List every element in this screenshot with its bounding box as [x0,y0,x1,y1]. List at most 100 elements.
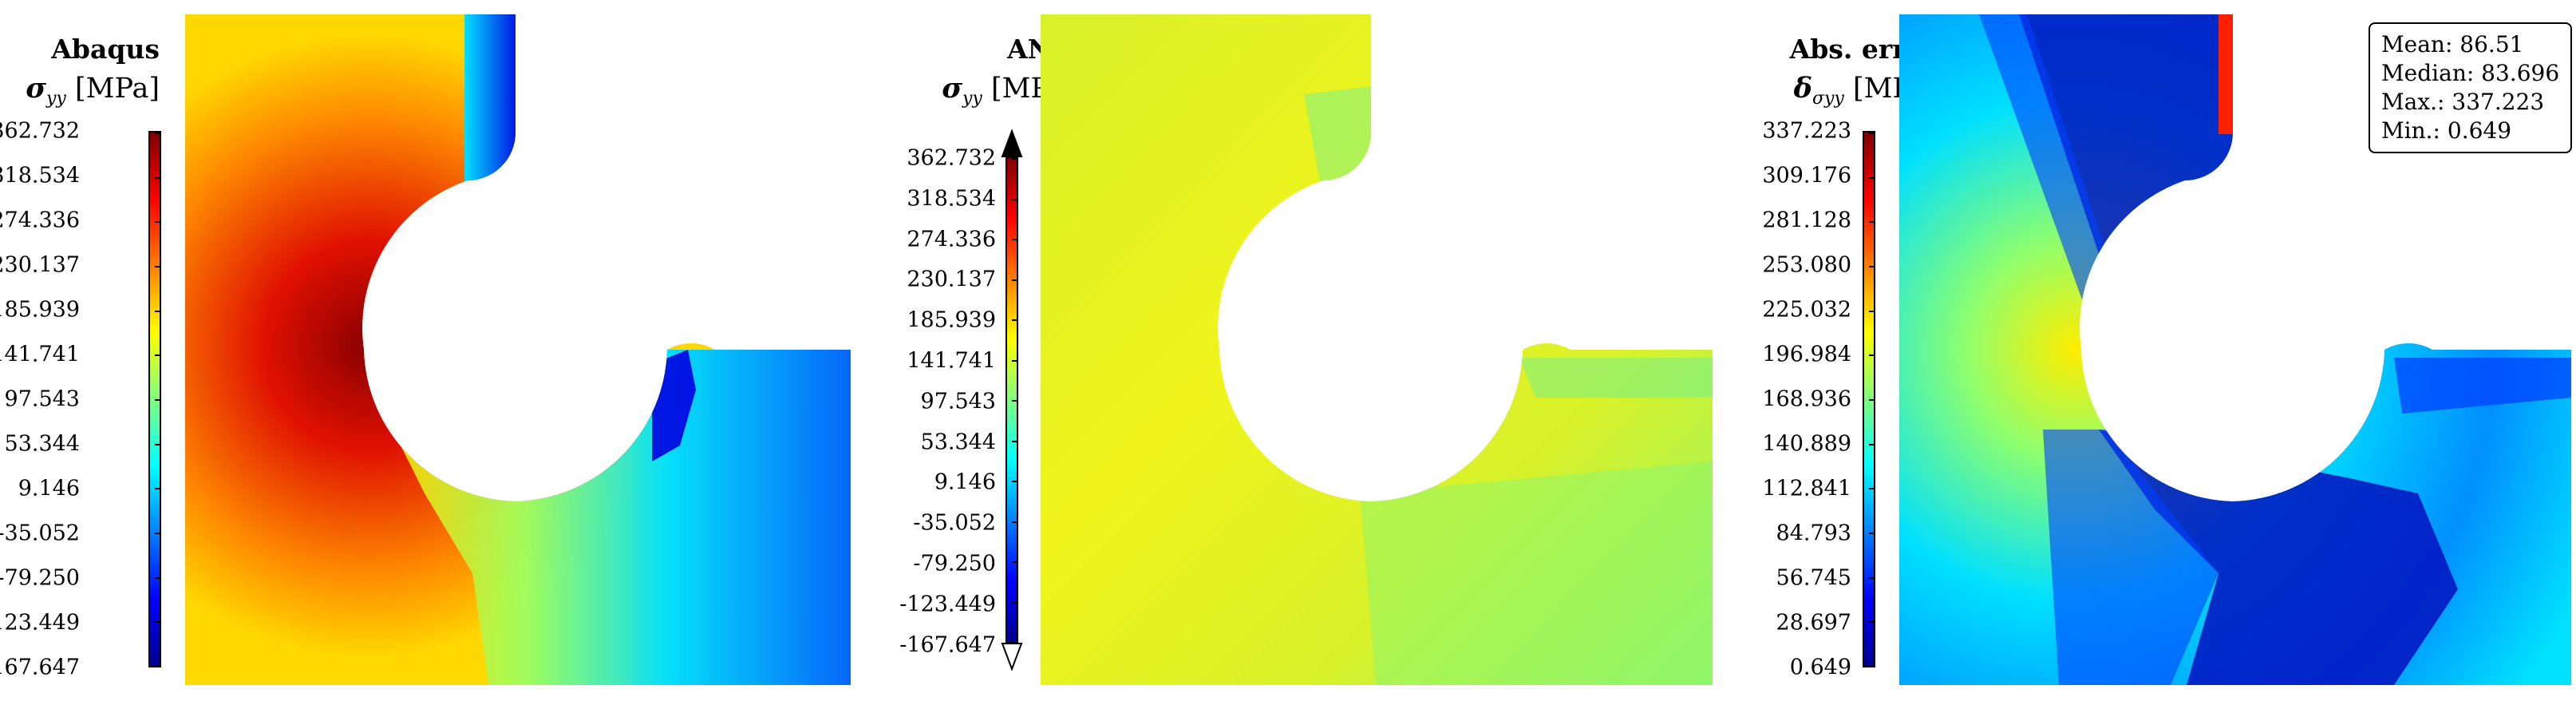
colorbar-tick-mark [1869,576,1875,579]
colorbar-bottom-extend-arrow [1001,643,1023,671]
colorbar-tick-mark [1869,176,1875,179]
colorbar-tick-label: 9.146 [934,469,996,495]
colorbar-tick-mark [1869,533,1875,534]
colorbar-tick-mark [155,576,161,579]
quantity-symbol: σ [942,72,962,105]
colorbar-tick-label: -167.647 [899,632,996,658]
colorbar-tick-mark [155,266,161,267]
colorbar-tick-label: 196.984 [1762,342,1851,367]
colorbar-tick-label: 318.534 [907,186,996,212]
colorbar-tick-mark [155,221,161,224]
colorbar [148,131,161,667]
colorbar-tick-label: -123.449 [0,610,80,636]
colorbar-tick-mark [155,443,161,446]
colorbar-tick-label: 0.649 [1789,655,1851,680]
quantity-subscript: yy [46,89,66,109]
colorbar-tick-mark [1012,521,1018,523]
colorbar-tick-label: 337.223 [1762,118,1851,144]
panel-ann: ANN σyy [MPa] 362.732 318.534 274.336 23… [859,0,1717,701]
colorbar-tick-label: -35.052 [0,521,80,546]
colorbar-tick-mark [1869,399,1875,401]
colorbar [1863,131,1875,667]
colorbar-tick-label: 168.936 [1762,386,1851,412]
colorbar-tick-mark [1869,443,1875,446]
field-right-blue-band [2394,358,2571,414]
panel-abs-error: Abs. error δσyy [MPa] 337.223 309.176 28… [1717,0,2576,701]
colorbar [1006,156,1018,644]
colorbar-top-extend-arrow [1001,129,1023,157]
colorbar-tick-label: 185.939 [0,297,80,323]
panel-quantity-label: σyy [MPa] [26,72,160,109]
colorbar-tick-label: 84.793 [1776,521,1851,546]
colorbar-tick-label: 112.841 [1762,476,1851,501]
colorbar-tick-label: 225.032 [1762,297,1851,323]
field-top-strip [464,14,522,190]
colorbar-tick-mark [1012,279,1018,281]
colorbar-tick-mark [155,310,161,312]
colorbar-tick-mark [155,488,161,490]
colorbar-tick-label: 281.128 [1762,208,1851,233]
colorbar-tick-mark [1869,488,1875,490]
colorbar-tick-mark [1012,601,1018,604]
colorbar-tick-mark [155,354,161,357]
colorbar-tick-mark [1869,221,1875,224]
colorbar-tick-mark [1012,198,1018,200]
stress-field-plot [185,14,851,685]
colorbar-tick-mark [1869,621,1875,624]
colorbar-tick-mark [155,666,161,667]
colorbar-tick-label: 309.176 [1762,163,1851,188]
colorbar-tick-label: 56.745 [1776,565,1851,591]
colorbar-tick-mark [155,399,161,401]
colorbar-tick-label: -79.250 [913,551,996,576]
colorbar-tick-mark [1869,310,1875,312]
colorbar-tick-mark [155,533,161,534]
panel-abaqus: Abaqus σyy [MPa] 362.732 318.534 274.336… [0,0,859,701]
colorbar-tick-mark [1869,266,1875,267]
colorbar-tick-mark [1012,440,1018,442]
colorbar-tick-label: 28.697 [1776,610,1851,636]
field-upper-blue-wedge [1979,14,2115,302]
statistics-box: Mean: 86.51 Median: 83.696 Max.: 337.223… [2369,22,2573,153]
colorbar-tick-mark [1012,239,1018,240]
quantity-subscript: σyy [1811,89,1844,109]
quantity-subscript: yy [962,89,982,109]
colorbar-tick-label: 230.137 [907,267,996,292]
field-lower-notch-streak [1519,358,1713,398]
stat-max: Max.: 337.223 [2381,89,2545,115]
colorbar-tick-label: 9.146 [18,476,80,501]
colorbar-tick-label: 141.741 [0,342,80,367]
quantity-symbol: σ [26,72,46,105]
stress-field-plot [1041,14,1713,685]
field-lower-right-region [1360,461,1713,685]
colorbar-tick-mark [1012,400,1018,402]
colorbar-tick-label: 318.534 [0,163,80,188]
colorbar-tick-mark [155,133,161,134]
colorbar-tick-label: 97.543 [920,389,996,414]
field-lower-blue-region [2043,430,2218,685]
colorbar-tick-mark [155,176,161,179]
colorbar-tick-label: -123.449 [899,592,996,617]
colorbar-tick-label: 362.732 [907,145,996,171]
colorbar-tick-mark [1012,319,1018,321]
colorbar-tick-label: 53.344 [920,430,996,455]
stat-mean: Mean: 86.51 [2381,31,2524,57]
stat-min: Min.: 0.649 [2381,117,2512,144]
panel-title: Abaqus [51,34,160,65]
stat-median: Median: 83.696 [2381,60,2560,86]
colorbar-tick-label: -167.647 [0,655,80,680]
colorbar-tick-label: -79.250 [0,565,80,591]
colorbar-tick-label: 185.939 [907,307,996,333]
colorbar-tick-label: -35.052 [913,510,996,536]
error-field-plot [1899,14,2571,685]
colorbar-tick-mark [1869,354,1875,357]
quantity-symbol: δ [1793,72,1812,105]
colorbar-tick-mark [1012,359,1018,362]
colorbar-tick-label: 141.741 [907,348,996,374]
colorbar-tick-mark [1869,666,1875,667]
colorbar-tick-mark [1012,158,1018,160]
colorbar-tick-mark [1012,561,1018,563]
colorbar-tick-label: 362.732 [0,118,80,144]
field-top-red-strip [2218,14,2233,134]
field-upper-notch-streak [1304,86,1371,182]
colorbar-tick-label: 97.543 [4,386,80,412]
